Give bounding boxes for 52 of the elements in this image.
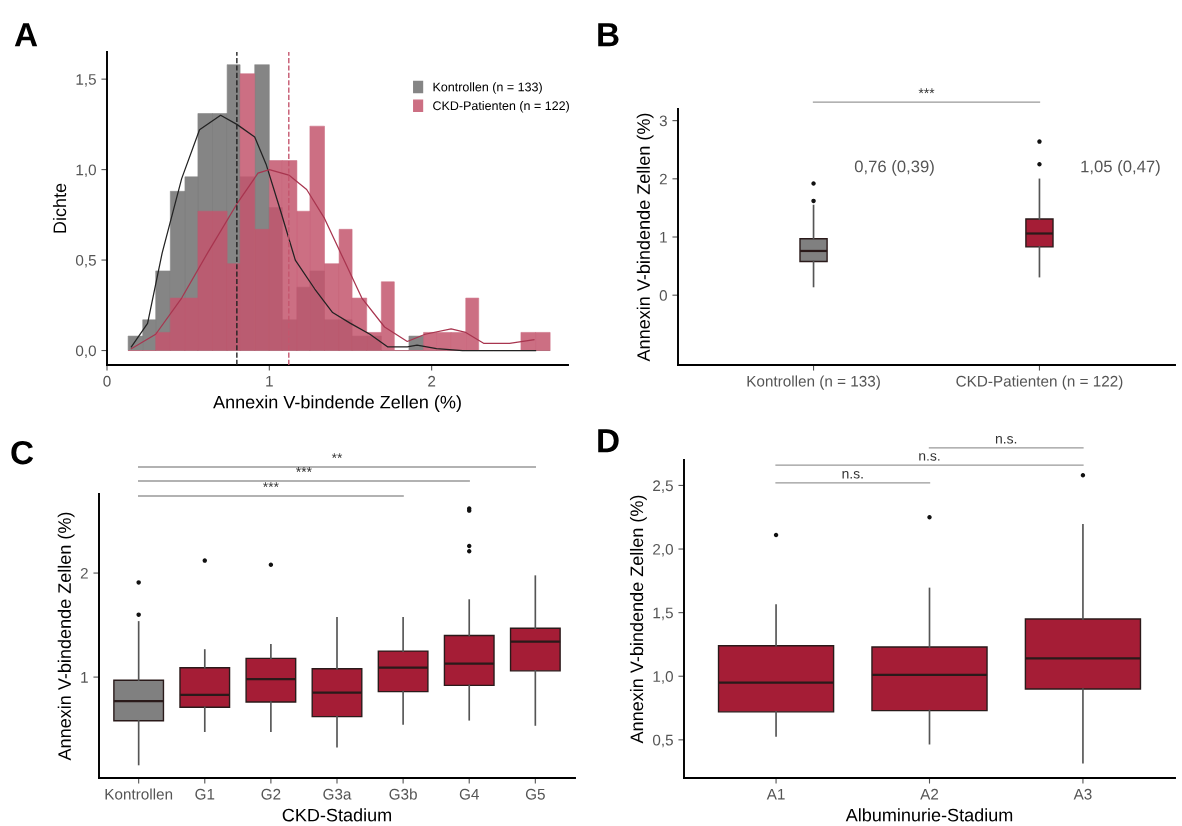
y-axis-title: Dichte bbox=[52, 183, 67, 233]
x-tick-label: A3 bbox=[1073, 788, 1092, 800]
x-tick-label: 1 bbox=[266, 375, 273, 387]
x-tick-label: G5 bbox=[525, 788, 545, 800]
y-tick-label: 1 bbox=[660, 232, 667, 243]
y-tick-label: 1,5 bbox=[653, 607, 673, 621]
y-tick-label: 1,0 bbox=[653, 671, 673, 684]
x-tick-label: G3a bbox=[323, 788, 352, 800]
annotation: n.s. bbox=[842, 470, 863, 479]
y-tick-label: 0,5 bbox=[75, 254, 96, 268]
annotation: 0,76 (0,39) bbox=[854, 160, 934, 176]
y-tick-label: 3 bbox=[659, 115, 667, 127]
y-tick-label: 2,5 bbox=[653, 480, 673, 493]
x-tick-label: 2 bbox=[428, 375, 436, 387]
y-tick-label: 1,0 bbox=[76, 164, 96, 178]
x-tick-label: Kontrollen bbox=[105, 788, 173, 800]
x-axis-title: CKD-Stadium bbox=[282, 808, 391, 822]
y-axis-title: Annexin V-bindende Zellen (%) bbox=[57, 512, 75, 761]
chart-title: D bbox=[598, 429, 619, 453]
x-tick-label: 0 bbox=[103, 375, 111, 387]
y-tick-label: 2 bbox=[80, 567, 88, 579]
chart-title: C bbox=[11, 440, 34, 465]
legend-label: Kontrollen (n = 133) bbox=[433, 82, 542, 94]
text: ** bbox=[331, 453, 343, 459]
legend-label: CKD-Patienten (n = 122) bbox=[433, 100, 569, 113]
chart-title: A bbox=[14, 23, 38, 47]
y-tick-label: 1,5 bbox=[76, 74, 96, 87]
annotation: 1,05 (0,47) bbox=[1081, 160, 1160, 176]
x-axis-title: Albuminurie-Stadium bbox=[845, 808, 1013, 822]
y-tick-label: 2 bbox=[659, 173, 667, 185]
x-axis-title: Annexin V-bindende Zellen (%) bbox=[213, 395, 461, 413]
x-tick-label: A1 bbox=[766, 788, 785, 800]
y-tick-label: 0,0 bbox=[75, 345, 96, 359]
chart-title: B bbox=[598, 23, 619, 47]
y-tick-label: 1 bbox=[81, 672, 88, 683]
y-tick-label: 2,0 bbox=[653, 543, 673, 557]
x-tick-label: G1 bbox=[195, 788, 215, 800]
text: *** bbox=[263, 482, 279, 488]
annotation: n.s. bbox=[919, 453, 940, 461]
x-tick-label: G2 bbox=[261, 788, 281, 800]
x-tick-label: Kontrollen (n = 133) bbox=[747, 375, 880, 390]
y-tick-label: 0 bbox=[659, 290, 667, 301]
x-tick-label: CKD-Patienten (n = 122) bbox=[956, 375, 1123, 390]
y-tick-label: 0,5 bbox=[652, 734, 673, 748]
y-axis-title: Annexin V-bindende Zellen (%) bbox=[629, 495, 647, 744]
text: n.s. bbox=[995, 435, 1017, 444]
x-tick-label: G4 bbox=[459, 788, 479, 800]
x-tick-label: A2 bbox=[920, 788, 939, 800]
y-axis-title: Annexin V-bindende Zellen (%) bbox=[636, 113, 654, 362]
text: *** bbox=[918, 88, 935, 94]
text: *** bbox=[296, 467, 312, 472]
x-tick-label: G3b bbox=[389, 788, 417, 800]
